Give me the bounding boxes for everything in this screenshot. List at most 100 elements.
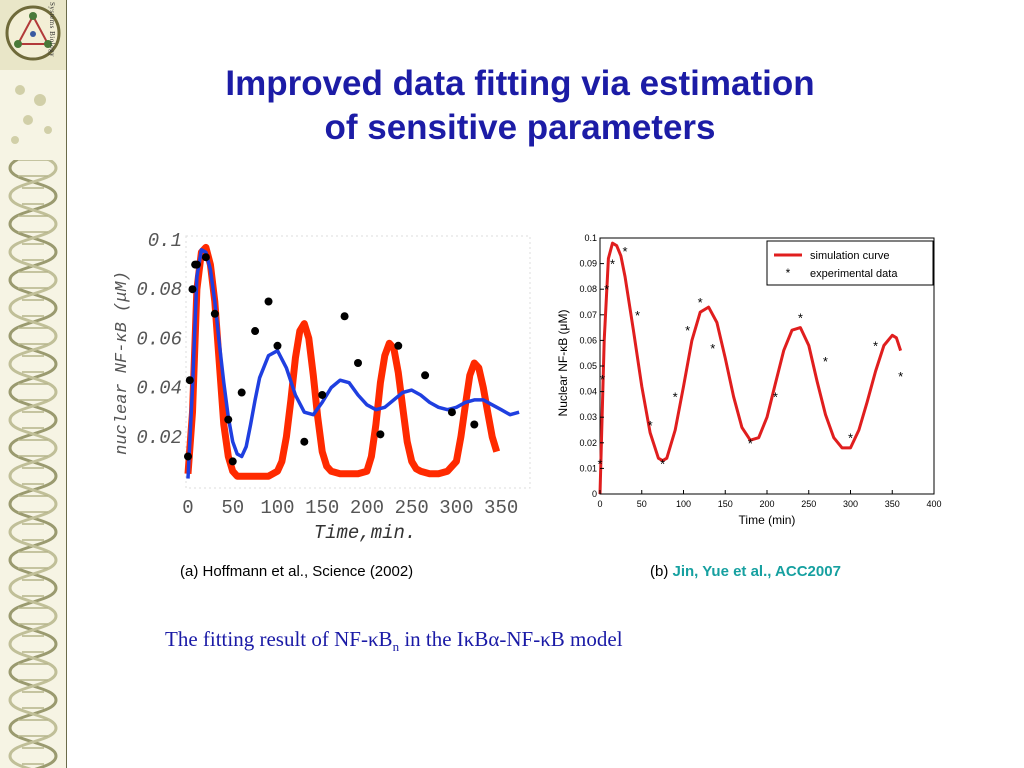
chart-b-y-tick-label: 0.06 [579,335,597,345]
chart-a: 0 50 100 150 200 250 300 350 0.1 0.08 0.06 0.04 0.0… [113,230,531,544]
chart-a-series-line-1 [186,248,520,479]
title-line-2: of sensitive parameters [324,108,716,147]
chart-b-y-tick-label: 0.04 [579,387,597,397]
chart-b-simulation-line [598,241,903,495]
chart-b-y-tick-label: 0.09 [579,259,597,269]
bottom-caption-part1: The fitting result of NF-κB [165,627,393,651]
chart-a-data-point [394,341,403,350]
chart-a-data-point [354,359,362,367]
chart-b-x-tick-label: 200 [759,499,774,509]
chart-a-data-point [300,437,309,446]
chart-b-x-label: Time (min) [739,513,796,527]
chart-a-data-point [237,388,246,397]
chart-a-data-point [470,420,479,429]
sidebar-decoration: Systems Biology [0,0,67,768]
legend-point-swatch: * [786,266,791,280]
chart-a-y-tick-label: 0.1 [148,230,182,252]
chart-b-y-tick-label: 0.08 [579,284,597,294]
chart-b-x-ticks: 0 50 100 150 200 250 300 350 400 [597,490,942,509]
chart-b-x-tick-label: 300 [843,499,858,509]
chart-b-y-tick-label: 0.1 [584,233,597,243]
chart-a-x-ticks: 0 50 100 150 200 250 300 350 [182,497,518,519]
chart-a-x-tick-label: 0 [182,497,193,519]
chart-b-x-tick-label: 400 [926,499,941,509]
chart-a-y-tick-label: 0.08 [136,279,182,301]
chart-a-x-tick-label: 100 [260,497,294,519]
chart-a-data-point [224,415,233,424]
chart-a-plot-area [185,235,531,489]
logo-text: Systems Biology [48,2,56,58]
chart-a-x-tick-label: 150 [305,497,339,519]
chart-b-data-point: * [604,282,609,297]
chart-b-x-tick-label: 350 [885,499,900,509]
chart-a-data-point [273,341,282,350]
chart-a-series [184,243,520,480]
chart-b-series: ******************* [597,241,903,495]
chart-b-data-point: * [773,390,778,405]
chart-a-y-ticks: 0.1 0.08 0.06 0.04 0.02 [136,230,182,449]
chart-b-data-point: * [660,456,665,471]
chart-b-data-point: * [610,257,615,272]
chart-b-data-point: * [823,354,828,369]
chart-b-data-point: * [600,372,605,387]
chart-b-data-point: * [673,390,678,405]
chart-b-data-point: * [710,341,715,356]
chart-b-x-tick-label: 0 [597,499,602,509]
chart-a-x-tick-label: 250 [395,497,429,519]
chart-a-data-point [185,376,194,385]
chart-a-series-line-0 [184,243,501,480]
chart-a-data-point [447,408,456,417]
legend-exp-label: experimental data [810,268,898,280]
chart-b-data-point: * [848,431,853,446]
chart-b-data-point: * [898,369,903,384]
chart-a-data-point [251,327,260,336]
chart-b-data-point: * [873,339,878,354]
chart-b-data-point: * [748,436,753,451]
chart-a-data-point [201,253,210,262]
chart-b-data-point: * [635,308,640,323]
legend-box [766,240,934,286]
bottom-caption-subscript: n [392,639,400,655]
chart-b-data-point: * [698,295,703,310]
chart-a-data-point [192,260,201,269]
chart-b-x-tick-label: 50 [637,499,647,509]
chart-b-y-tick-label: 0.01 [579,463,597,473]
chart-b-y-tick-label: 0.05 [579,361,597,371]
bottom-caption-part2: in the IκBα-NF-κB model [399,627,623,651]
chart-b: ******************* 0 50 100 150 200 250 300 35… [556,233,942,527]
chart-b-x-tick-label: 250 [801,499,816,509]
chart-a-x-tick-label: 50 [221,497,244,519]
chart-b-y-tick-label: 0.07 [579,310,597,320]
chart-a-frame [185,235,531,489]
chart-a-data-point [421,371,430,380]
chart-a-data-point [210,309,219,318]
chart-a-x-label: Time,min. [314,522,417,544]
page-title: Improved data fitting via estimation of … [120,62,920,150]
chart-a-data-point [340,312,349,321]
chart-b-data-point: * [623,244,628,259]
chart-b-x-tick-label: 150 [718,499,733,509]
bottom-caption: The fitting result of NF-κBn in the IκBα… [165,627,623,655]
chart-a-x-tick-label: 300 [439,497,473,519]
chart-b-legend: simulation curve * experimental data [766,240,934,286]
chart-a-data-point [264,297,273,306]
chart-b-y-tick-label: 0.02 [579,438,597,448]
chart-b-data-point: * [798,310,803,325]
chart-b-x-tick-label: 100 [676,499,691,509]
chart-b-y-tick-label: 0 [592,489,597,499]
chart-b-data-point: * [597,456,602,471]
chart-a-data-point [228,457,237,466]
caption-a: (a) Hoffmann et al., Science (2002) [180,563,414,580]
chart-a-data-point [318,390,327,399]
chart-b-y-label: Nuclear NF-κB (μM) [556,310,570,417]
chart-a-data-point [188,285,197,294]
chart-b-y-ticks: 0 0.01 0.02 0.03 0.04 0.05 0.06 0.07 0.08 0.09 0.1 [579,233,604,499]
legend-sim-label: simulation curve [810,250,889,262]
sidebar-art [0,0,66,768]
chart-b-data-point: * [648,418,653,433]
chart-b-data-point: * [685,323,690,338]
caption-b: (b) Jin, Yue et al., ACC2007 [650,563,841,580]
chart-a-x-tick-label: 350 [484,497,518,519]
chart-b-y-tick-label: 0.03 [579,412,597,422]
chart-a-data-point [184,452,192,461]
